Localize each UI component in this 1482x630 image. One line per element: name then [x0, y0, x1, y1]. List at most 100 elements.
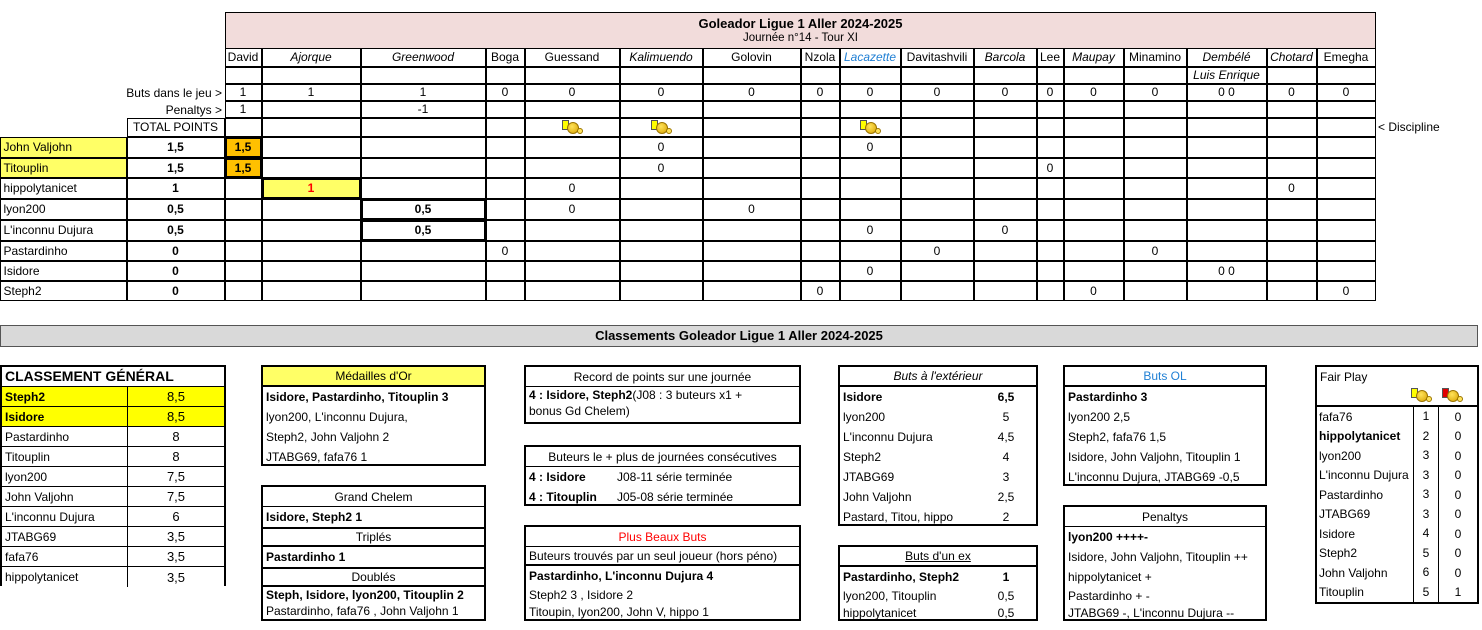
penaltys-value: [485, 100, 525, 118]
doubles-line: Steph, Isidore, lyon200, Titouplin 2: [266, 588, 464, 602]
discipline-cell: [485, 117, 525, 137]
score-cell: [1036, 260, 1064, 281]
score-cell: 0: [1036, 157, 1064, 178]
red-card-icon: [1441, 387, 1463, 403]
classement-name: JTABG69: [2, 527, 128, 546]
score-cell: [1266, 219, 1317, 241]
score-cell: 0: [619, 136, 703, 158]
penaltys-box: Penaltys lyon200 ++++- Isidore, John Valjo…: [1063, 505, 1267, 621]
score-cell: 0: [702, 198, 801, 220]
consecutives-what: J08-11 série terminée: [617, 470, 733, 484]
yellow-card-icon: [561, 119, 583, 135]
grand-chelem-box: Grand Chelem Isidore, Steph2 1 Triplés Past…: [261, 485, 486, 621]
penaltys-value: [839, 100, 901, 118]
classement-row: hippolytanicet 3,5: [2, 567, 224, 587]
box-line: Steph2, John Valjohn 2: [266, 430, 390, 444]
discipline-cell: [360, 117, 486, 137]
exterieur-name: Steph2: [843, 450, 882, 464]
classement-general: CLASSEMENT GÉNÉRAL Steph2 8,5 Isidore 8,5 Pas…: [0, 365, 226, 587]
score-cell: [839, 240, 901, 261]
score-cell: [1063, 198, 1124, 220]
buts-ex-row: hippolytanicet 0,5: [840, 604, 1036, 621]
buts-ex-row: lyon200, Titouplin 0,5: [840, 587, 1036, 604]
buts-value: 1: [360, 83, 486, 101]
classement-name: L'inconnu Dujura: [2, 507, 128, 526]
record-holders: 4 : Isidore, Steph2: [529, 388, 633, 402]
fair-play-name: fafa76: [1319, 409, 1353, 424]
score-cell: [1186, 219, 1267, 241]
classement-title: CLASSEMENT GÉNÉRAL: [2, 367, 224, 387]
fair-play-title: Fair Play: [1320, 370, 1368, 384]
penaltys-line: lyon200 ++++-: [1068, 530, 1149, 544]
buts-value: 0: [900, 83, 974, 101]
score-cell: [619, 177, 703, 199]
column-subheader: [900, 66, 974, 84]
column-subheader: [360, 66, 486, 84]
score-cell: [1036, 177, 1064, 199]
penaltys-title: Penaltys: [1065, 507, 1265, 527]
column-header: Dembélé: [1186, 47, 1267, 67]
buts-value: 0: [1316, 83, 1376, 101]
buts-value: 1: [261, 83, 361, 101]
score-cell: [224, 240, 262, 261]
yellow-count: 4: [1413, 524, 1439, 544]
score-cell: [524, 260, 620, 281]
doubles-line: Pastardinho, fafa76 , John Valjohn 1: [266, 604, 459, 618]
discipline-cell: [1266, 117, 1317, 137]
score-cell: [1123, 260, 1187, 281]
score-cell: [900, 260, 974, 281]
box-line: lyon200 2,5: [1068, 410, 1131, 424]
score-cell: [1123, 198, 1187, 220]
buts-value: 0: [1266, 83, 1317, 101]
column-header: Chotard: [1266, 47, 1317, 67]
exterieur-row: Steph2 4: [840, 447, 1036, 467]
discipline-cell: [224, 117, 262, 137]
classement-name: Steph2: [2, 387, 128, 406]
score-cell: [261, 240, 361, 261]
score-cell: [224, 177, 262, 199]
record-line-2: bonus Gd Chelem): [529, 404, 630, 418]
score-cell: [839, 157, 901, 178]
score-cell: 0: [800, 280, 840, 301]
score-cell: [224, 260, 262, 281]
score-cell: [800, 136, 840, 158]
fair-play-name: John Valjohn: [1319, 565, 1388, 580]
discipline-cell: [1063, 117, 1124, 137]
score-cell: [360, 157, 486, 178]
exterieur-value: 4,5: [997, 430, 1015, 444]
score-cell: [261, 260, 361, 281]
score-cell: [524, 240, 620, 261]
yellow-card-icon: [650, 119, 672, 135]
exterieur-row: Isidore 6,5: [840, 387, 1036, 407]
discipline-cell: [619, 117, 703, 137]
box-line: L'inconnu Dujura, JTABG69 -0,5: [1068, 470, 1240, 484]
box-line: lyon200, L'inconnu Dujura,: [266, 410, 408, 424]
discipline-cell: [1036, 117, 1064, 137]
score-cell: [1266, 280, 1317, 301]
score-cell: [973, 136, 1037, 158]
exterieur-value: 6,5: [997, 390, 1015, 404]
score-cell: [224, 219, 262, 241]
exterieur-value: 4: [1002, 450, 1010, 464]
score-cell: [1316, 198, 1376, 220]
score-cell: [485, 280, 525, 301]
fair-play-name: hippolytanicet: [1319, 429, 1401, 444]
yellow-card-icon: [1410, 387, 1432, 403]
score-cell: 0: [1123, 240, 1187, 261]
fair-play-row: lyon200 3 0: [1317, 446, 1477, 466]
score-cell: [485, 198, 525, 220]
discipline-label: < Discipline: [1378, 120, 1440, 134]
red-count: 1: [1454, 585, 1462, 600]
score-cell: [1316, 136, 1376, 158]
score-cell: [900, 219, 974, 241]
classement-points: 7,5: [166, 489, 186, 504]
score-cell: 0: [839, 136, 901, 158]
score-cell: [360, 240, 486, 261]
sheet-subtitle: Journée n°14 - Tour XI: [743, 32, 858, 44]
score-cell: [360, 280, 486, 301]
score-cell: [1123, 280, 1187, 301]
smiley-face: [1447, 390, 1463, 402]
exterieur-name: L'inconnu Dujura: [843, 430, 933, 444]
smiley-face: [567, 122, 583, 134]
score-cell: [360, 136, 486, 158]
